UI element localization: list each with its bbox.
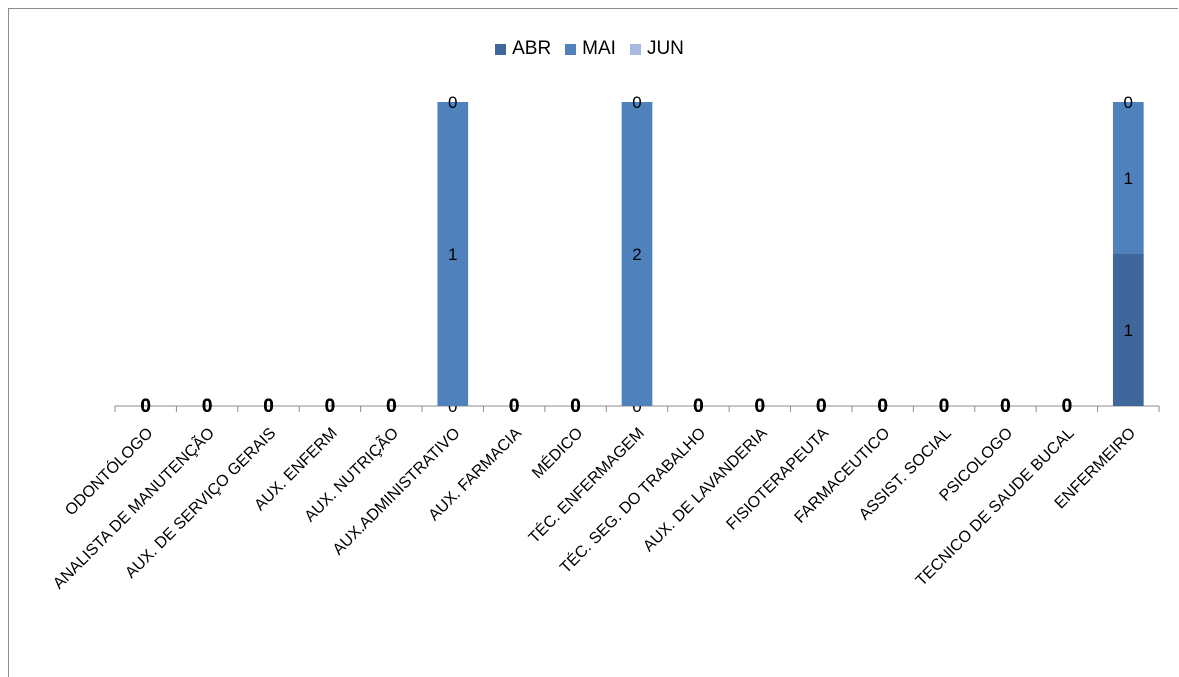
legend-item-mai: MAI	[565, 38, 616, 60]
data-label-abr: 0	[140, 396, 151, 417]
data-label-mai: 0	[939, 396, 950, 417]
data-label-abr: 0	[202, 396, 213, 417]
category-label: MÉDICO	[528, 423, 587, 482]
data-label-mai: 0	[325, 396, 336, 417]
data-label-mai: 0	[263, 396, 274, 417]
data-label-mai: 0	[202, 396, 213, 417]
data-label-mai: 2	[632, 245, 641, 264]
data-label-abr: 0	[877, 396, 888, 417]
data-label-abr: 0	[939, 396, 950, 417]
data-label-jun: 0	[448, 93, 457, 112]
data-label-jun: 0	[386, 396, 397, 417]
data-label-abr: 0	[448, 397, 457, 416]
data-label-jun: 0	[1062, 396, 1073, 417]
data-label-jun: 0	[570, 396, 581, 417]
legend-label-jun: JUN	[646, 38, 684, 59]
data-label-abr: 0	[325, 396, 336, 417]
legend-swatch-abr	[495, 43, 507, 55]
data-label-mai: 0	[877, 396, 888, 417]
data-label-jun: 0	[632, 93, 641, 112]
data-label-mai: 0	[693, 396, 704, 417]
legend: ABR MAI JUN	[0, 38, 1179, 60]
data-label-jun: 0	[202, 396, 213, 417]
legend-swatch-jun	[629, 43, 641, 55]
data-label-jun: 0	[755, 396, 766, 417]
data-label-mai: 0	[755, 396, 766, 417]
data-label-jun: 0	[816, 396, 827, 417]
data-label-mai: 1	[448, 245, 457, 264]
data-label-mai: 0	[140, 396, 151, 417]
data-label-mai: 0	[1062, 396, 1073, 417]
data-label-mai: 0	[570, 396, 581, 417]
data-label-jun: 0	[939, 396, 950, 417]
category-label: TÉC. ENFERMAGEM	[524, 423, 647, 546]
data-label-jun: 0	[1000, 396, 1011, 417]
legend-item-jun: JUN	[629, 38, 684, 60]
data-label-jun: 0	[877, 396, 888, 417]
data-label-mai: 0	[816, 396, 827, 417]
bar-mai	[1112, 102, 1144, 254]
bar-mai	[621, 102, 653, 406]
data-label-mai: 0	[509, 396, 520, 417]
data-label-jun: 0	[509, 396, 520, 417]
bar-mai	[437, 102, 469, 406]
data-label-abr: 0	[509, 396, 520, 417]
data-label-mai: 0	[386, 396, 397, 417]
data-label-jun: 0	[140, 396, 151, 417]
data-label-mai: 1	[1124, 169, 1133, 188]
data-label-abr: 0	[632, 397, 641, 416]
category-label: FISIOTERAPEUTA	[723, 425, 832, 534]
data-label-jun: 0	[1124, 93, 1133, 112]
data-label-abr: 0	[386, 396, 397, 417]
data-label-jun: 0	[693, 396, 704, 417]
bar-abr	[1112, 254, 1144, 406]
category-label: AUX.ADMINISTRATIVO	[330, 425, 464, 559]
legend-label-mai: MAI	[582, 38, 616, 59]
data-label-abr: 0	[1000, 396, 1011, 417]
data-label-abr: 0	[693, 396, 704, 417]
data-label-jun: 0	[325, 396, 336, 417]
data-label-mai: 0	[1000, 396, 1011, 417]
data-label-abr: 1	[1124, 321, 1133, 340]
data-label-abr: 0	[1062, 396, 1073, 417]
data-label-abr: 0	[263, 396, 274, 417]
data-label-jun: 0	[263, 396, 274, 417]
data-label-abr: 0	[755, 396, 766, 417]
data-label-abr: 0	[816, 396, 827, 417]
data-label-abr: 0	[570, 396, 581, 417]
chart-frame	[8, 8, 1178, 677]
legend-swatch-mai	[565, 43, 577, 55]
legend-item-abr: ABR	[495, 38, 551, 60]
legend-label-abr: ABR	[512, 38, 552, 59]
category-label: AUX. DE LAVANDERIA	[640, 425, 771, 556]
